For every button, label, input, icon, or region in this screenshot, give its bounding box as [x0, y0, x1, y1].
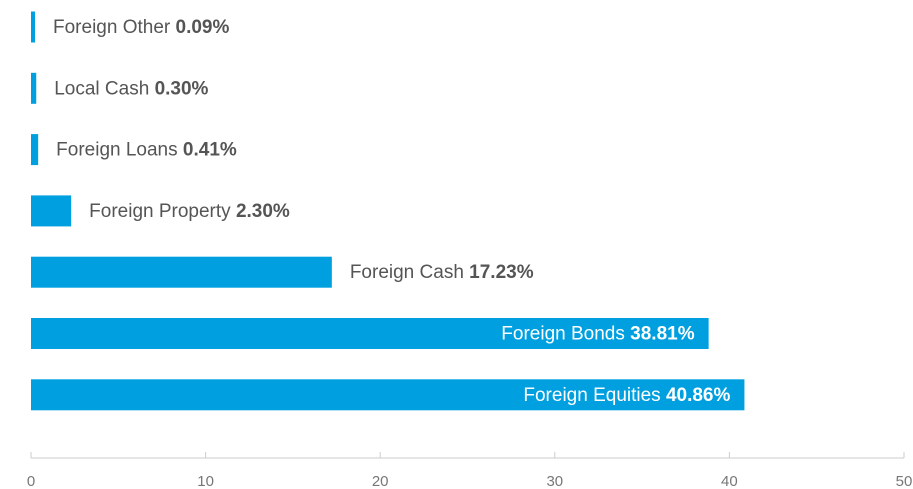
bar: [31, 379, 745, 411]
category-label: Foreign Loans: [56, 140, 177, 161]
category-label: Local Cash: [54, 78, 149, 99]
category-label: Foreign Cash: [350, 262, 464, 283]
bar-label: Foreign Equities 40.86%: [523, 385, 730, 406]
category-label: Foreign Property: [89, 201, 231, 222]
value-label: 38.81%: [630, 324, 695, 345]
bar-label: Foreign Property 2.30%: [89, 201, 290, 222]
bar: [31, 195, 72, 227]
value-label: 0.30%: [155, 78, 209, 99]
x-tick-label: 10: [197, 473, 214, 489]
category-label: Foreign Equities: [523, 385, 660, 406]
bar: [31, 256, 332, 288]
value-label: 0.09%: [176, 17, 230, 38]
x-tick-label: 0: [27, 473, 35, 489]
bar: [31, 72, 37, 104]
value-label: 17.23%: [469, 262, 534, 283]
bar: [31, 134, 39, 166]
bar-label: Foreign Loans 0.41%: [56, 140, 237, 161]
value-label: 40.86%: [666, 385, 731, 406]
bar-label: Local Cash 0.30%: [54, 78, 208, 99]
bar: [31, 318, 709, 349]
x-tick-label: 50: [896, 473, 913, 489]
bar-label: Foreign Cash 17.23%: [350, 262, 534, 283]
value-label: 0.41%: [183, 140, 237, 161]
x-tick-label: 30: [546, 473, 563, 489]
bar: [31, 11, 35, 43]
bar-label: Foreign Other 0.09%: [53, 17, 229, 38]
x-tick-label: 20: [372, 473, 389, 489]
value-label: 2.30%: [236, 201, 290, 222]
category-label: Foreign Bonds: [501, 324, 625, 345]
category-label: Foreign Other: [53, 17, 171, 38]
bar-label: Foreign Bonds 38.81%: [501, 324, 694, 345]
x-tick-label: 40: [721, 473, 738, 489]
